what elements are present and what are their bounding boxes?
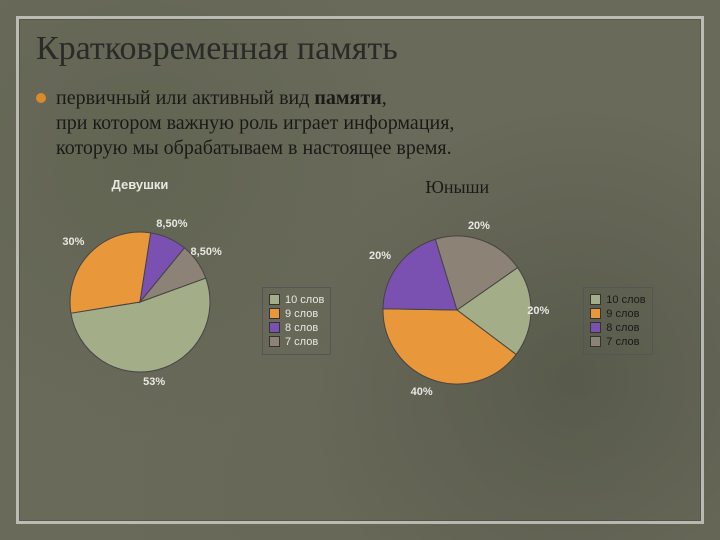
- legend-item: 9 слов: [590, 308, 645, 320]
- legend-label: 10 слов: [285, 294, 324, 306]
- legend-label: 8 слов: [606, 322, 639, 334]
- legend-item: 8 слов: [269, 322, 324, 334]
- legend-middle: 10 слов 9 слов 8 слов 7 слов: [262, 287, 331, 355]
- legend-label: 9 слов: [606, 308, 639, 320]
- legend-swatch: [590, 322, 601, 333]
- legend-swatch: [590, 294, 601, 305]
- body-text: первичный или активный вид памяти, при к…: [56, 86, 454, 161]
- legend-right: 10 слов 9 слов 8 слов 7 слов: [583, 287, 652, 355]
- pie-slice-label: 8,50%: [191, 246, 222, 258]
- body-1b: памяти: [314, 87, 381, 109]
- legend-swatch: [269, 336, 280, 347]
- chart-2-title: Юныши: [425, 177, 489, 198]
- slide-title: Кратковременная память: [36, 30, 684, 68]
- charts-row: Девушки 53% 30% 8,50% 8,50% 10 слов 9 слов 8 …: [36, 177, 684, 418]
- pie-slice-label: 20%: [527, 305, 549, 317]
- legend-label: 10 слов: [606, 294, 645, 306]
- legend-item: 9 слов: [269, 308, 324, 320]
- chart-1-pie: 53% 30% 8,50% 8,50%: [36, 198, 244, 406]
- chart-2-pie: 20% 40% 20% 20%: [349, 202, 565, 418]
- bullet-dot-icon: [36, 93, 46, 103]
- pie-slice-label: 40%: [411, 386, 433, 398]
- legend-swatch: [269, 294, 280, 305]
- body-2: при котором важную роль играет информаци…: [56, 112, 454, 134]
- body-1c: ,: [382, 87, 387, 109]
- body-1a: первичный или активный вид: [56, 87, 314, 109]
- pie-slice-label: 8,50%: [156, 218, 187, 230]
- legend-swatch: [269, 308, 280, 319]
- legend-item: 10 слов: [269, 294, 324, 306]
- legend-item: 8 слов: [590, 322, 645, 334]
- body-3: которую мы обрабатываем в настоящее врем…: [56, 137, 452, 159]
- legend-item: 7 слов: [269, 336, 324, 348]
- legend-label: 7 слов: [606, 336, 639, 348]
- pie-slice-label: 20%: [468, 220, 490, 232]
- legend-label: 9 слов: [285, 308, 318, 320]
- chart-1-title: Девушки: [112, 177, 169, 192]
- legend-label: 8 слов: [285, 322, 318, 334]
- legend-item: 10 слов: [590, 294, 645, 306]
- chart-2: Юныши 20% 40% 20% 20%: [349, 177, 565, 418]
- legend-swatch: [590, 336, 601, 347]
- legend-swatch: [590, 308, 601, 319]
- bullet-row: первичный или активный вид памяти, при к…: [36, 86, 684, 161]
- legend-label: 7 слов: [285, 336, 318, 348]
- legend-item: 7 слов: [590, 336, 645, 348]
- pie-slice-label: 53%: [143, 376, 165, 388]
- legend-swatch: [269, 322, 280, 333]
- pie-slice-label: 30%: [62, 236, 84, 248]
- pie-slice-label: 20%: [369, 250, 391, 262]
- chart-1: Девушки 53% 30% 8,50% 8,50%: [36, 177, 244, 406]
- slide-content: Кратковременная память первичный или акт…: [36, 30, 684, 510]
